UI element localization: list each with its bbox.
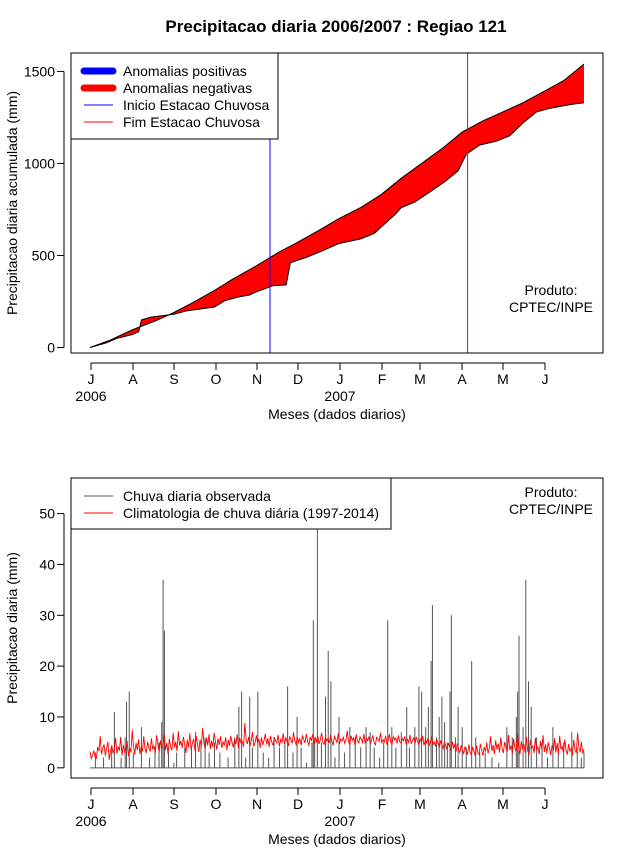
x-tick-label: J	[542, 796, 549, 812]
climatology-daily-line	[89, 723, 585, 761]
legend-box	[70, 477, 392, 530]
y-tick-label: 40	[39, 556, 55, 572]
legend-box	[70, 52, 279, 140]
y-tick-label: 1500	[24, 63, 55, 79]
legend-label-anomalias-negativas: Anomalias negativas	[123, 80, 252, 96]
legend-label-chuva-observada: Chuva diaria observada	[123, 488, 271, 504]
x-tick-label: A	[128, 371, 138, 387]
x-tick-label: F	[378, 796, 387, 812]
product-source: CPTEC/INPE	[509, 501, 593, 517]
x-tick-label: M	[414, 371, 426, 387]
x-tick-label: N	[252, 371, 262, 387]
y-tick-label: 1000	[24, 155, 55, 171]
x-tick-label: J	[88, 796, 95, 812]
legend-label-climatologia: Climatologia de chuva diária (1997-2014)	[123, 505, 379, 521]
x-tick-label: A	[457, 371, 467, 387]
climatology-cumulative-line	[89, 63, 585, 348]
x-tick-label: M	[414, 796, 426, 812]
x-tick-label: N	[252, 796, 262, 812]
year-label: 2006	[75, 813, 106, 829]
x-tick-label: O	[211, 371, 222, 387]
x-tick-label: S	[169, 796, 178, 812]
x-tick-label: D	[293, 371, 303, 387]
x-axis-label: Meses (dados diarios)	[268, 831, 406, 847]
plot-frame	[70, 52, 604, 354]
y-tick-label: 50	[39, 506, 55, 522]
y-tick-label: 500	[32, 247, 56, 263]
x-tick-label: S	[169, 371, 178, 387]
negative-anomaly-area	[90, 64, 584, 348]
y-axis-label: Precipitacao diaria acumulada (mm)	[4, 91, 20, 315]
year-label: 2007	[324, 813, 355, 829]
y-tick-label: 0	[47, 339, 55, 355]
x-tick-label: J	[88, 371, 95, 387]
x-tick-label: A	[128, 796, 138, 812]
x-tick-label: A	[457, 796, 467, 812]
observed-cumulative-line	[89, 102, 585, 348]
product-label: Produto:	[525, 282, 578, 298]
legend-label-fim-estacao: Fim Estacao Chuvosa	[123, 114, 260, 130]
chart-title: Precipitacao diaria 2006/2007 : Regiao 1…	[165, 17, 506, 36]
product-source: CPTEC/INPE	[509, 299, 593, 315]
y-tick-label: 10	[39, 709, 55, 725]
x-tick-label: J	[542, 371, 549, 387]
year-label: 2006	[75, 388, 106, 404]
year-label: 2007	[324, 388, 355, 404]
legend-label-inicio-estacao: Inicio Estacao Chuvosa	[123, 97, 270, 113]
y-tick-label: 20	[39, 658, 55, 674]
y-tick-label: 30	[39, 607, 55, 623]
legend: Chuva diaria observada Climatologia de c…	[70, 477, 392, 530]
product-label: Produto:	[525, 484, 578, 500]
legend-label-anomalias-positivas: Anomalias positivas	[123, 63, 247, 79]
legend: Anomalias positivas Anomalias negativas …	[70, 52, 279, 140]
y-axis-label: Precipitacao diaria (mm)	[4, 552, 20, 704]
y-tick-label: 0	[47, 760, 55, 776]
x-tick-label: J	[337, 796, 344, 812]
x-tick-label: F	[378, 371, 387, 387]
x-tick-label: J	[337, 371, 344, 387]
x-tick-label: D	[293, 796, 303, 812]
x-axis-label: Meses (dados diarios)	[268, 406, 406, 422]
x-tick-label: O	[211, 796, 222, 812]
x-tick-label: M	[497, 371, 509, 387]
x-tick-label: M	[497, 796, 509, 812]
